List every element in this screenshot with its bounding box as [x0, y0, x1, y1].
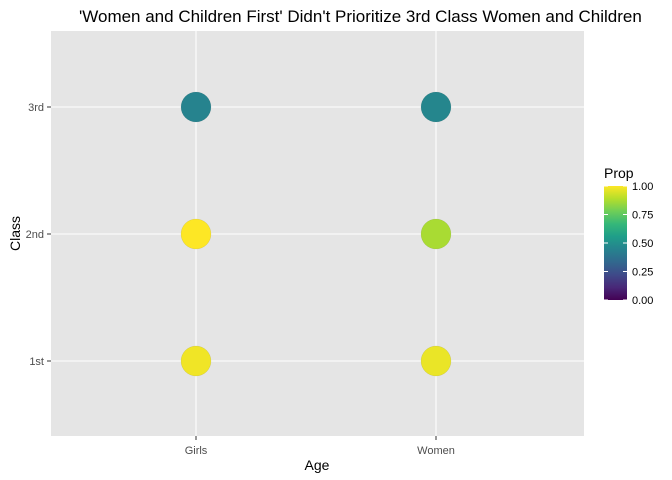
point-women-1st — [420, 345, 452, 377]
x-axis-title: Age — [305, 457, 330, 473]
x-axis-ticks: Girls Women — [185, 436, 455, 457]
y-tick-label: 2nd — [26, 229, 44, 241]
point-girls-1st — [180, 345, 212, 377]
legend-colorbar — [604, 186, 627, 300]
legend-tick-label: 0.00 — [632, 295, 653, 307]
point-girls-3rd — [180, 91, 212, 123]
legend-tick-label: 0.75 — [632, 210, 653, 222]
data-points — [180, 91, 452, 377]
y-axis-title: Class — [7, 216, 23, 251]
chart-title: 'Women and Children First' Didn't Priori… — [79, 7, 642, 26]
legend-tick-label: 1.00 — [632, 181, 653, 193]
point-women-3rd — [420, 91, 452, 123]
y-axis-ticks: 1st 2nd 3rd — [26, 102, 51, 368]
legend-tick-label: 0.50 — [632, 238, 653, 250]
x-tick-label: Girls — [185, 445, 208, 457]
y-tick-label: 1st — [29, 356, 44, 368]
legend: Prop 0.00 0.25 0.50 0.75 1.00 — [604, 165, 653, 307]
point-girls-2nd — [180, 218, 212, 250]
x-tick-label: Women — [417, 445, 455, 457]
legend-title: Prop — [604, 165, 634, 181]
y-tick-label: 3rd — [28, 102, 44, 114]
legend-tick-label: 0.25 — [632, 267, 653, 279]
point-women-2nd — [420, 218, 452, 250]
legend-ticks: 0.00 0.25 0.50 0.75 1.00 — [604, 181, 653, 307]
